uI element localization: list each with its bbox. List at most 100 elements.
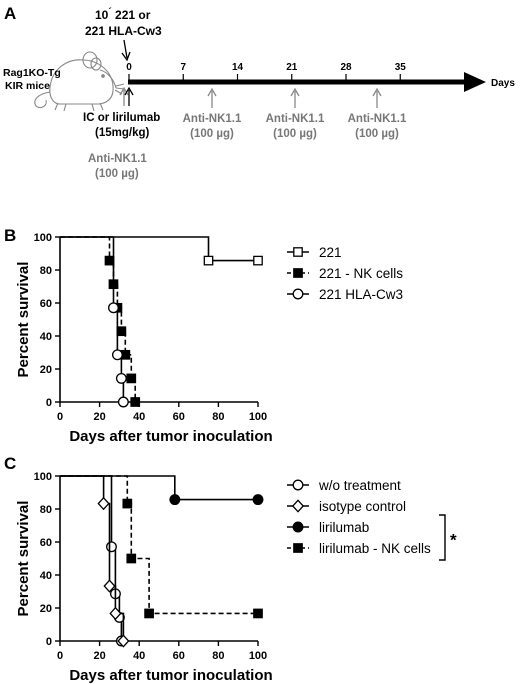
treatment-label-line1: IC or lirilumab xyxy=(83,112,160,124)
data-point xyxy=(203,255,214,266)
series-2 xyxy=(60,475,264,506)
timeline-tick-label: 21 xyxy=(286,62,298,73)
timeline-tick-label: 28 xyxy=(340,62,352,73)
x-axis-label: Days after tumor inoculation xyxy=(69,428,272,445)
x-tick-label: 40 xyxy=(133,650,145,662)
y-axis-label: Percent survival xyxy=(15,501,32,617)
y-tick-label: 40 xyxy=(40,570,52,582)
legend-label: lirilumab xyxy=(319,520,369,535)
legend-label: 221 HLA-Cw3 xyxy=(319,287,403,302)
data-point xyxy=(130,397,141,407)
data-point xyxy=(169,494,181,506)
anti-nk-label: Anti-NK1.1 xyxy=(266,113,325,125)
y-tick-label: 40 xyxy=(40,331,52,343)
day0-arrows xyxy=(119,86,134,106)
anti-nk-arrow xyxy=(372,87,382,108)
data-point xyxy=(293,247,303,257)
data-point xyxy=(292,479,304,491)
mouse-label-line1: Rag1KO-Tg xyxy=(3,67,61,79)
nk-label-day0: Anti-NK1.1 xyxy=(88,153,147,165)
data-point xyxy=(122,498,133,509)
data-point xyxy=(126,373,137,384)
x-tick-label: 20 xyxy=(93,650,105,662)
panel-a: A 10´ 221 or 221 HLA-Cw3 Rag1KO-Tg KIR m… xyxy=(3,4,515,180)
panel-c-letter: C xyxy=(4,454,16,473)
y-tick-label: 0 xyxy=(46,636,52,648)
anti-nk-label: Anti-NK1.1 xyxy=(348,113,407,125)
y-tick-label: 60 xyxy=(40,537,52,549)
panel-b: B 0 20 40 60 80 100 0 20 40 60 80 100 Percent surviv… xyxy=(4,226,403,445)
nk-dose-day0: (100 µg) xyxy=(95,168,139,180)
x-tick-label: 60 xyxy=(173,411,185,423)
injection-label-line2: 221 HLA-Cw3 xyxy=(85,24,162,38)
panel-a-letter: A xyxy=(4,4,16,23)
x-tick-label: 80 xyxy=(212,411,224,423)
timeline-axis-label: Days xyxy=(491,78,515,89)
data-point xyxy=(108,302,119,314)
legend-label: w/o treatment xyxy=(318,478,401,493)
legend-label: lirilumab - NK cells xyxy=(319,541,431,556)
anti-nk-dose: (100 µg) xyxy=(273,128,317,140)
anti-nk-injections: Anti-NK1.1 (100 µg) Anti-NK1.1 (100 µg) Anti… xyxy=(183,87,407,140)
x-tick-label: 0 xyxy=(57,650,63,662)
anti-nk-arrow xyxy=(207,87,217,108)
panel-b-letter: B xyxy=(4,226,16,245)
timeline-axis xyxy=(128,72,486,92)
x-tick-label: 80 xyxy=(212,650,224,662)
timeline-tick-label: 35 xyxy=(395,62,407,73)
x-axis-label: Days after tumor inoculation xyxy=(69,667,272,684)
legend-label: 221 - NK cells xyxy=(319,266,403,281)
anti-nk-arrow xyxy=(290,87,300,108)
data-point xyxy=(106,541,117,553)
data-point xyxy=(115,372,127,384)
data-point xyxy=(111,349,123,361)
mouse-label-line2: KIR mice xyxy=(5,80,50,92)
data-point xyxy=(253,608,263,619)
legend-label: 221 xyxy=(319,245,342,260)
series-1 xyxy=(60,475,130,648)
series-3 xyxy=(60,475,263,619)
y-tick-label: 80 xyxy=(40,504,52,516)
data-point xyxy=(116,326,127,337)
legend: 221 221 - NK cells 221 HLA-Cw3 xyxy=(287,245,403,302)
injection-arrow xyxy=(121,39,131,62)
panel-c: C 0 20 40 60 80 100 0 20 40 60 80 100 Percent surviv… xyxy=(4,454,457,684)
timeline-tick-label: 14 xyxy=(232,62,244,73)
series-line xyxy=(60,236,125,402)
x-tick-label: 0 xyxy=(57,411,63,423)
series-line xyxy=(60,475,258,501)
chart-c: 0 20 40 60 80 100 0 20 40 60 80 100 Percent survival… xyxy=(15,471,457,684)
series-line xyxy=(60,475,258,615)
data-point xyxy=(97,496,110,511)
data-point xyxy=(117,396,129,408)
chart-b: 0 20 40 60 80 100 0 20 40 60 80 100 Percent survival… xyxy=(15,232,403,445)
y-tick-label: 100 xyxy=(34,232,52,244)
x-tick-label: 100 xyxy=(249,650,267,662)
timeline-tick-label: 7 xyxy=(180,62,186,73)
data-point xyxy=(117,634,130,648)
timeline-tick-label: 0 xyxy=(126,62,132,73)
x-tick-label: 20 xyxy=(93,411,105,423)
data-point xyxy=(144,608,154,619)
significance-star: * xyxy=(450,531,457,550)
y-tick-label: 80 xyxy=(40,265,52,277)
data-point xyxy=(292,288,304,300)
injection-label-line1: 10´ 221 or xyxy=(95,7,151,22)
data-point xyxy=(293,543,303,553)
anti-nk-dose: (100 µg) xyxy=(355,128,399,140)
y-tick-label: 0 xyxy=(46,397,52,409)
data-point xyxy=(103,579,116,593)
y-tick-label: 20 xyxy=(40,364,52,376)
y-axis-label: Percent survival xyxy=(15,262,32,378)
data-point xyxy=(252,494,264,506)
series-2 xyxy=(60,236,129,408)
series-line xyxy=(60,236,258,262)
series-1 xyxy=(60,236,141,407)
treatment-label-line2: (15mg/kg) xyxy=(95,127,149,139)
y-tick-label: 100 xyxy=(34,471,52,483)
x-tick-label: 100 xyxy=(249,411,267,423)
anti-nk-label: Anti-NK1.1 xyxy=(183,113,242,125)
data-point xyxy=(104,255,115,266)
timeline-ticks: 0 7 14 21 28 35 xyxy=(126,62,406,82)
anti-nk-dose: (100 µg) xyxy=(190,128,234,140)
